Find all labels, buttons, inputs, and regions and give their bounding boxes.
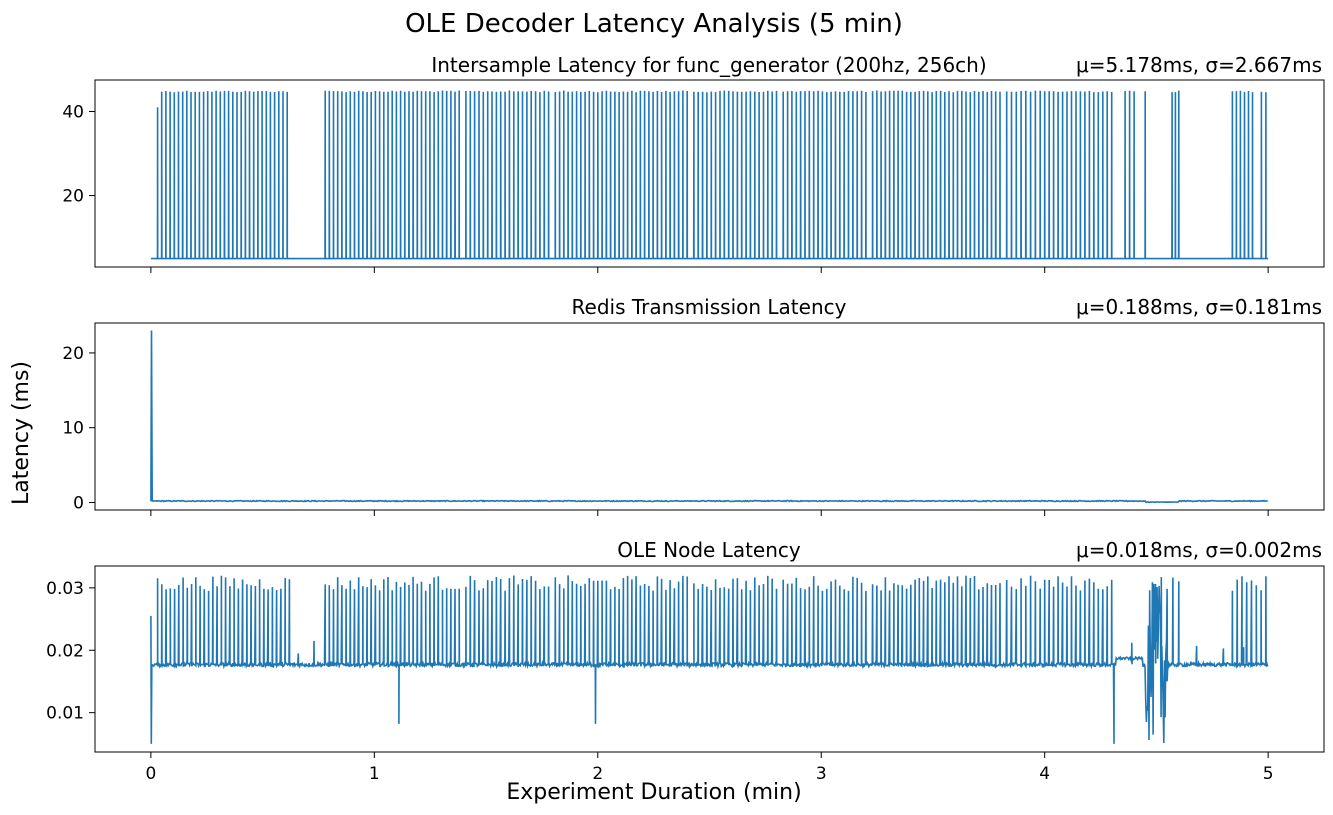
subplot-stats: μ=5.178ms, σ=2.667ms — [1076, 53, 1322, 77]
subplot-intersample-latency: Intersample Latency for func_generator (… — [62, 53, 1325, 273]
subplot-stats: μ=0.188ms, σ=0.181ms — [1076, 295, 1322, 319]
x-axis-label: Experiment Duration (min) — [506, 780, 801, 805]
subplot-ole-node-latency: OLE Node Latency μ=0.018ms, σ=0.002ms 0.… — [46, 538, 1325, 784]
subplot-title: OLE Node Latency — [617, 538, 801, 562]
y-tick-label: 0.03 — [46, 579, 84, 599]
x-tick-label: 0 — [145, 764, 156, 784]
x-tick-label: 3 — [816, 764, 827, 784]
y-axis-label: Latency (ms) — [9, 361, 34, 505]
series-line — [150, 575, 1269, 744]
y-tick-label: 40 — [62, 103, 84, 123]
plot-frame — [94, 322, 1325, 511]
subplot-redis-latency: Redis Transmission Latency μ=0.188ms, σ=… — [62, 295, 1325, 516]
y-tick-label: 20 — [62, 344, 84, 364]
x-tick-label: 5 — [1263, 764, 1274, 784]
y-tick-label: 0.01 — [46, 704, 84, 724]
series-line — [150, 330, 1269, 504]
y-tick-label: 10 — [62, 419, 84, 439]
plot-frame — [94, 79, 1325, 268]
y-tick-label: 20 — [62, 187, 84, 207]
subplot-title: Intersample Latency for func_generator (… — [431, 53, 986, 77]
x-tick-label: 1 — [369, 764, 380, 784]
x-tick-label: 2 — [592, 764, 603, 784]
y-tick-label: 0.02 — [46, 641, 84, 661]
plot-frame — [94, 565, 1325, 753]
subplot-title: Redis Transmission Latency — [572, 295, 847, 319]
series-line — [150, 90, 1269, 260]
subplot-stats: μ=0.018ms, σ=0.002ms — [1076, 538, 1322, 562]
chart-title: OLE Decoder Latency Analysis (5 min) — [405, 9, 903, 39]
y-tick-label: 0 — [73, 494, 84, 514]
x-tick-label: 4 — [1039, 764, 1050, 784]
